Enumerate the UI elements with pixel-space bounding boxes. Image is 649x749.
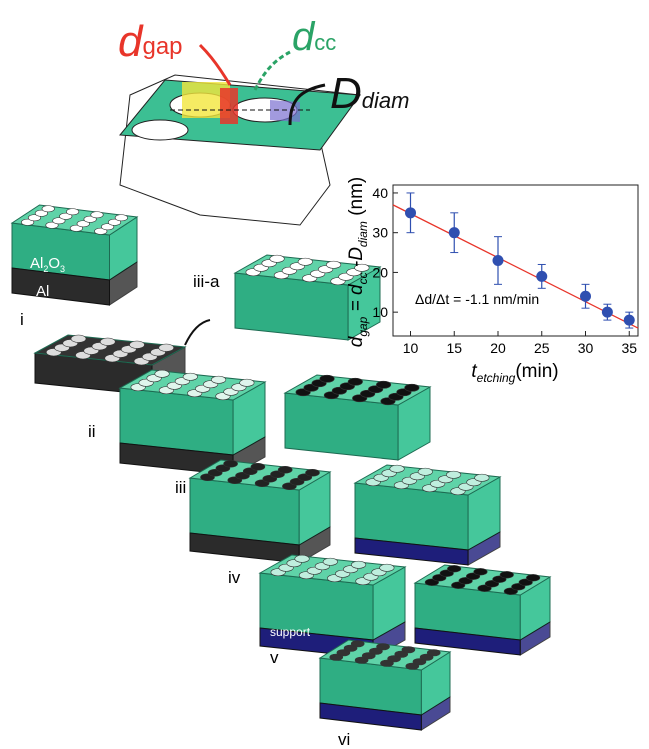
pore (526, 574, 540, 581)
pore (159, 344, 174, 352)
symbol: = d (346, 283, 367, 317)
step-label: ii (88, 422, 96, 441)
pore (240, 379, 255, 386)
pore (500, 571, 514, 578)
label-support: support (270, 625, 311, 639)
step-label: vi (338, 730, 350, 749)
pore (42, 206, 55, 212)
figure: dgap dcc Ddiam Δd/Δt = -1.1 nm/min tetch… (0, 0, 649, 749)
point (580, 291, 591, 302)
pore (475, 474, 490, 481)
fit-line (393, 205, 638, 328)
y-tick-label: 10 (372, 304, 388, 320)
step-label: iv (228, 568, 241, 587)
pore (323, 558, 338, 565)
pore (377, 644, 390, 651)
pore (390, 465, 405, 472)
subscript: diam (362, 88, 410, 113)
pore (91, 212, 104, 218)
unit: (min) (515, 361, 558, 382)
step-label: v (270, 648, 279, 667)
step-label: i (20, 310, 24, 329)
x-tick-label: 20 (490, 340, 506, 356)
pore (183, 373, 198, 380)
pore (132, 120, 188, 140)
pore (320, 375, 335, 382)
point (536, 271, 547, 282)
x-axis-label: tetching(min) (471, 361, 558, 385)
pore (100, 338, 115, 346)
step-label: iii-a (193, 272, 220, 291)
point (624, 315, 635, 326)
highlight (220, 88, 238, 124)
x-tick-label: 30 (578, 340, 594, 356)
pore (474, 568, 488, 575)
x-tick-label: 10 (403, 340, 419, 356)
point (449, 227, 460, 238)
symbol: d (118, 17, 144, 66)
pore (427, 650, 440, 657)
pore (326, 261, 341, 268)
subscript: 3 (60, 264, 65, 274)
pore (405, 384, 420, 391)
pore (351, 561, 366, 568)
plot-frame (393, 185, 638, 336)
pore (446, 471, 461, 478)
chart: Δd/Δt = -1.1 nm/min tetching(min) dgap =… (346, 177, 638, 385)
pore (402, 647, 415, 654)
symbol: -D (346, 247, 367, 273)
subscript: gap (142, 33, 182, 60)
subscript: etching (477, 371, 516, 385)
pore (348, 378, 363, 385)
y-tick-label: 30 (372, 225, 388, 241)
pore (295, 555, 310, 562)
y-tick-label: 20 (372, 264, 388, 280)
pore (130, 341, 145, 349)
pore (278, 466, 292, 473)
pore (66, 209, 79, 215)
pore (251, 463, 265, 470)
point (405, 207, 416, 218)
pore (447, 565, 461, 572)
pore (211, 376, 226, 383)
pore (380, 564, 395, 571)
pore (376, 381, 391, 388)
pore (71, 335, 86, 343)
arrow (185, 320, 210, 345)
label-d-cc: dcc (292, 15, 336, 59)
point (493, 255, 504, 266)
subscript: diam (356, 221, 370, 247)
diagram (12, 205, 550, 730)
x-tick-label: 25 (534, 340, 550, 356)
symbol: d (292, 15, 316, 59)
subscript: cc (356, 272, 370, 284)
pore (155, 370, 170, 377)
pore (224, 460, 238, 467)
label-al: Al (36, 283, 49, 300)
label-d-diam: Ddiam (330, 69, 409, 118)
pore (115, 215, 128, 221)
unit: (nm) (346, 177, 367, 221)
symbol: D (330, 69, 362, 118)
x-tick-label: 35 (621, 340, 637, 356)
pore (351, 641, 364, 648)
step-label: iii (175, 478, 186, 497)
subscript: cc (314, 30, 336, 55)
pore (418, 468, 433, 475)
label-al2o3: Al2O3 (30, 255, 65, 274)
symbol: Al (30, 255, 43, 272)
x-tick-label: 15 (446, 340, 462, 356)
point (602, 307, 613, 318)
subscript: gap (356, 316, 370, 336)
y-tick-label: 40 (372, 185, 388, 201)
label-d-gap: dgap (118, 17, 183, 66)
pore (270, 255, 285, 262)
symbol: O (48, 255, 60, 272)
pore (306, 469, 320, 476)
pore (298, 258, 313, 265)
annotation: Δd/Δt = -1.1 nm/min (415, 291, 539, 307)
